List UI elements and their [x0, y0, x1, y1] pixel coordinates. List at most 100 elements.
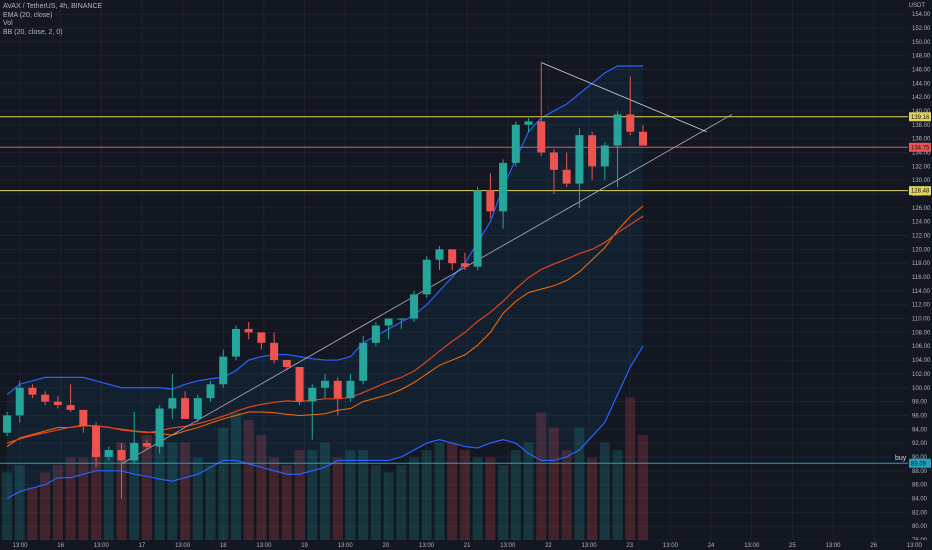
bb-fill — [7, 65, 643, 499]
time-tick-label: 20 — [383, 543, 390, 549]
price-tick-label: 82.00 — [912, 510, 928, 516]
candle-body — [308, 387, 317, 402]
candle-body — [333, 380, 342, 399]
candle-body — [231, 328, 240, 357]
price-tick-label: 130.00 — [912, 178, 931, 184]
time-tick-label: 13:00 — [12, 543, 28, 549]
volume-bar — [52, 465, 63, 540]
time-tick-label: 16 — [57, 543, 64, 549]
candle-body — [193, 398, 202, 419]
volume-bar — [472, 457, 483, 540]
price-tick-label: 100.00 — [912, 386, 931, 392]
price-tick-label: 92.00 — [912, 441, 928, 447]
time-tick-label: 13:00 — [175, 543, 191, 549]
volume-bar — [485, 457, 496, 540]
price-tick-label: 120.00 — [912, 247, 931, 253]
price-tick-label: 126.00 — [912, 206, 931, 212]
price-tick-label: 88.00 — [912, 469, 928, 475]
candle-body — [3, 415, 11, 433]
price-tick-label: 142.00 — [912, 95, 931, 101]
volume-bar — [269, 457, 280, 540]
candle-body — [219, 356, 228, 385]
price-tick-label: 108.00 — [912, 330, 931, 336]
time-tick-label: 13:00 — [825, 543, 841, 549]
price-level-tag — [909, 142, 931, 152]
time-tick-label: 25 — [789, 543, 796, 549]
time-tick-label: 13:00 — [582, 543, 598, 549]
candle-body — [244, 328, 253, 333]
candle-body — [384, 318, 393, 326]
volume-bar — [625, 397, 636, 540]
candle-body — [53, 401, 62, 406]
time-tick-label: 13:00 — [256, 543, 272, 549]
candle-body — [142, 443, 151, 447]
volume-bar — [345, 450, 356, 540]
candle-body — [117, 450, 126, 461]
candle-body — [524, 121, 533, 125]
candle-body — [626, 114, 635, 132]
price-tick-label: 90.00 — [912, 455, 928, 461]
price-tick-label: 150.00 — [912, 40, 931, 46]
price-tick-label: 102.00 — [912, 372, 931, 378]
volume-bar — [396, 465, 407, 540]
price-tick-label: 132.00 — [912, 164, 931, 170]
candle-body — [257, 332, 266, 343]
time-tick-label: 13:00 — [94, 543, 110, 549]
candle-body — [181, 398, 190, 419]
candle-body — [410, 294, 419, 319]
bb-lower-band — [6, 345, 644, 500]
price-tick-label: 152.00 — [912, 26, 931, 32]
candle-body — [28, 387, 37, 395]
price-level-tag — [909, 458, 931, 468]
volume-bar — [141, 435, 152, 540]
volume-bar — [78, 457, 89, 540]
chart-legend: AVAX / TetherUS, 4h, BINANCE EMA (20, cl… — [3, 3, 102, 37]
volume-bar — [332, 457, 343, 540]
price-tick-label: 110.00 — [912, 317, 931, 323]
volume-bar — [167, 442, 178, 540]
volume-indicator-label: Vol — [3, 20, 13, 27]
volume-bar — [14, 465, 25, 540]
volume-bar — [587, 457, 598, 540]
candle-body — [549, 152, 558, 170]
candle-body — [639, 131, 647, 146]
candle-body — [460, 263, 469, 267]
price-level-value: 89.09 — [911, 461, 927, 467]
price-tick-label: 148.00 — [912, 54, 931, 60]
price-tick-label: 124.00 — [912, 220, 931, 226]
volume-bar — [498, 465, 509, 540]
volume-bar — [27, 487, 38, 540]
price-tick-label: 134.00 — [912, 150, 931, 156]
volume-bar — [510, 450, 521, 540]
volume-bar — [180, 442, 191, 540]
candle-body — [448, 249, 457, 264]
volume-bar — [40, 472, 51, 540]
volume-bar — [320, 442, 330, 540]
candle-body — [435, 249, 444, 260]
volume-bar — [243, 420, 254, 540]
price-tick-label: 80.00 — [912, 524, 928, 530]
volume-bar — [599, 442, 610, 540]
candle-body — [613, 114, 622, 146]
time-tick-label: 13:00 — [663, 543, 679, 549]
time-axis-bg — [0, 540, 932, 550]
volume-bar — [447, 442, 458, 540]
candle-body — [397, 318, 406, 320]
volume-bar — [638, 435, 648, 540]
volume-bar — [523, 442, 534, 540]
volume-bar — [205, 465, 216, 540]
time-tick-label: 23 — [626, 543, 633, 549]
price-tick-label: 106.00 — [912, 344, 931, 350]
candle-body — [282, 360, 291, 367]
time-tick-label: 13:00 — [338, 543, 354, 549]
volume-bar — [65, 457, 76, 540]
candle-body — [346, 380, 355, 399]
candle-body — [270, 342, 279, 361]
price-tick-label: 98.00 — [912, 400, 928, 406]
volume-bar — [230, 412, 241, 540]
buy-tag: buy — [895, 455, 907, 462]
candle-body — [422, 259, 431, 295]
volume-bar — [561, 450, 572, 540]
volume-bar — [421, 450, 432, 540]
